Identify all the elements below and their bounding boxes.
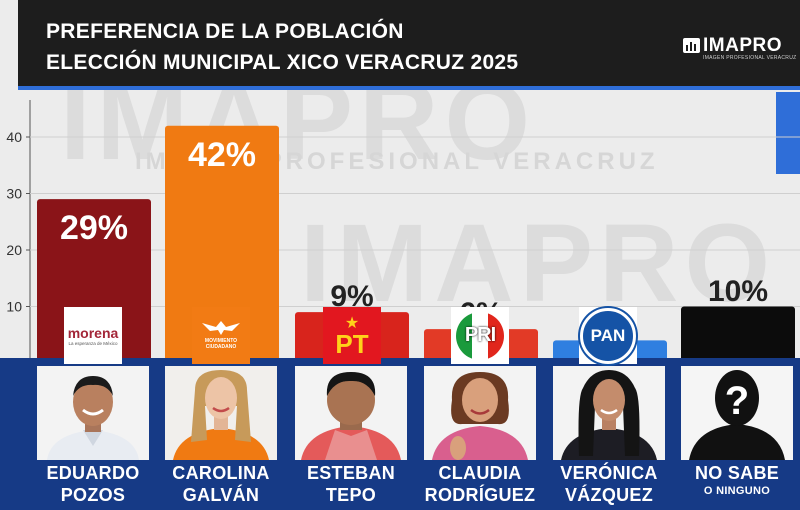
candidate-first-name: CLAUDIA xyxy=(438,463,522,483)
candidate-name-no-sabe: NO SABE O NINGUNO xyxy=(672,462,800,498)
chart-title: PREFERENCIA DE LA POBLACIÓN xyxy=(46,20,404,43)
value-label-pozos: 29% xyxy=(59,209,129,248)
header-banner: PREFERENCIA DE LA POBLACIÓN ELECCIÓN MUN… xyxy=(18,0,800,90)
y-tick-label: 40 xyxy=(6,129,22,145)
brand-name: IMAPRO xyxy=(703,35,782,56)
watermark-text-lower: IMAPRO xyxy=(300,202,776,325)
pt-logo-text: PT xyxy=(335,328,369,359)
candidate-first-name: VERÓNICA xyxy=(560,463,658,483)
candidate-name-pozos: EDUARDO POZOS xyxy=(28,462,158,506)
candidate-last-name: TEPO xyxy=(325,485,377,505)
candidate-name-galvan: CAROLINA GALVÁN xyxy=(156,462,286,506)
option-label: NO SABE xyxy=(694,463,780,483)
candidate-name-tepo: ESTEBAN TEPO xyxy=(286,462,416,506)
candidate-last-name: GALVÁN xyxy=(182,485,260,505)
candidate-last-name: POZOS xyxy=(60,485,126,505)
pan-logo: PAN xyxy=(579,307,637,364)
brand-mark-icon xyxy=(683,38,700,53)
y-tick-label: 20 xyxy=(6,242,22,258)
y-tick-label: 30 xyxy=(6,186,22,202)
photo-no-sabe: ? xyxy=(681,366,793,460)
bar-5 xyxy=(681,306,795,363)
candidate-name-rodriguez: CLAUDIA RODRÍGUEZ xyxy=(415,462,545,506)
pan-logo-text: PAN xyxy=(590,325,626,345)
photo-esteban-tepo xyxy=(295,366,407,460)
pri-logo-text: PRI xyxy=(464,324,496,346)
candidate-last-name: VÁZQUEZ xyxy=(564,485,654,505)
star-icon: ★ xyxy=(344,314,360,332)
unknown-question-icon: ? xyxy=(725,379,749,423)
bar-1 xyxy=(165,125,279,363)
mc-logo-line1: MOVIMIENTO xyxy=(204,338,238,344)
value-label-galvan: 42% xyxy=(187,135,257,174)
morena-logo-name: morena xyxy=(67,325,119,341)
photo-claudia-rodriguez xyxy=(424,366,536,460)
movimiento-ciudadano-logo: MOVIMIENTO CIUDADANO xyxy=(192,307,250,364)
candidate-first-name: EDUARDO xyxy=(46,463,140,483)
morena-logo-tagline: La esperanza de México xyxy=(68,341,118,346)
pri-logo: PRI xyxy=(451,307,509,364)
brand-tagline: IMAGEN PROFESIONAL VERACRUZ xyxy=(703,55,797,61)
chart-subtitle: ELECCIÓN MUNICIPAL XICO VERACRUZ 2025 xyxy=(46,51,519,74)
candidate-name-vazquez: VERÓNICA VÁZQUEZ xyxy=(544,462,674,506)
photo-eduardo-pozos xyxy=(37,366,149,460)
candidate-last-name: RODRÍGUEZ xyxy=(424,485,536,505)
candidate-first-name: ESTEBAN xyxy=(306,463,396,483)
candidate-first-name: CAROLINA xyxy=(172,463,270,483)
y-tick-label: 10 xyxy=(6,299,22,315)
photo-carolina-galvan xyxy=(165,366,277,460)
mc-logo-line2: CIUDADANO xyxy=(205,344,237,350)
photo-veronica-vazquez xyxy=(553,366,665,460)
morena-logo: morena La esperanza de México xyxy=(64,307,122,364)
pt-logo: ★ PT xyxy=(323,307,381,364)
accent-side-bar xyxy=(776,92,800,174)
value-label-no-sabe: 10% xyxy=(707,274,769,308)
eagle-icon xyxy=(202,321,240,335)
option-sublabel: O NINGUNO xyxy=(703,485,771,497)
